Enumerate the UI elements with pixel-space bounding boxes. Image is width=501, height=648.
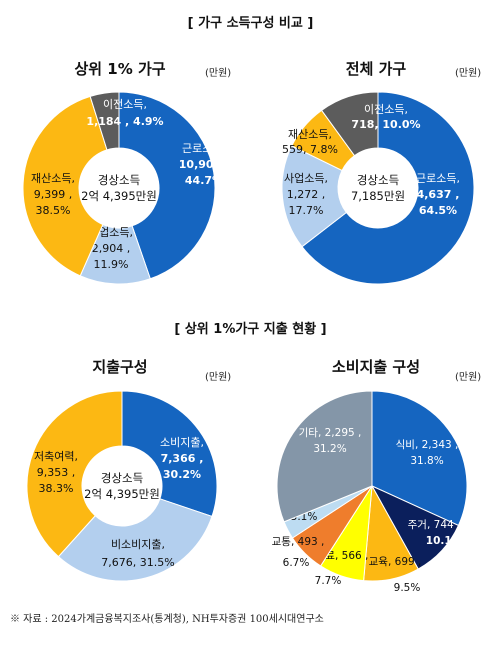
slice-label-3-2-name: 교육, 699 , bbox=[369, 556, 422, 568]
chart-title-top1: 상위 1% 가구 bbox=[74, 60, 166, 78]
slice-label-0-0-pct: 44.7% bbox=[185, 174, 223, 187]
center-label-2-line1: 경상소득 bbox=[101, 471, 143, 485]
pie-slice-1-3 bbox=[320, 91, 379, 157]
slice-label-2-0-value: 7,366 , bbox=[161, 452, 204, 465]
slice-label-3-6-name: 기타, 2,295 , bbox=[299, 427, 362, 439]
slice-label-3-4-name: 교통, 493 , bbox=[272, 536, 325, 548]
section-title-spending: [ 상위 1%가구 지출 현황 ] bbox=[174, 322, 327, 337]
slice-label-3-1-pct: 10.1% bbox=[426, 535, 463, 547]
slice-label-3-1-name: 주거, 744 , bbox=[408, 519, 461, 531]
slice-label-3-4-pct: 6.7% bbox=[283, 557, 310, 569]
unit-label-1: (만원) bbox=[205, 68, 232, 79]
slice-label-1-3-name: 이전소득, bbox=[364, 103, 408, 116]
center-label-1-line2: 7,185만원 bbox=[351, 189, 405, 203]
pie-slice-0-0 bbox=[118, 91, 216, 280]
slice-label-1-0-pct: 64.5% bbox=[419, 204, 457, 217]
slice-label-0-2-name: 재산소득, bbox=[31, 172, 75, 185]
pie-slice-0-3 bbox=[89, 91, 120, 151]
pie-slice-3-0 bbox=[371, 390, 468, 527]
slice-label-3-3-pct: 7.7% bbox=[315, 575, 342, 587]
slice-label-0-0-name: 근로소득, bbox=[182, 142, 226, 155]
chart-title-spending-composition: 지출구성 bbox=[92, 358, 148, 376]
slice-label-1-2-value: 559, 7.8% bbox=[282, 143, 338, 156]
pie-slice-1-1 bbox=[281, 145, 348, 248]
slice-label-2-1-name: 비소비지출, bbox=[111, 538, 165, 551]
slice-label-1-1-value: 1,272 , bbox=[287, 188, 325, 201]
slice-label-2-0-pct: 30.2% bbox=[163, 468, 201, 481]
slice-label-1-0-name: 근로소득, bbox=[416, 172, 460, 185]
section-title-income: [ 가구 소득구성 비교 ] bbox=[187, 16, 314, 31]
slice-label-0-1-value: 2,904 , bbox=[92, 242, 130, 255]
slice-label-0-2-value: 9,399 , bbox=[34, 188, 72, 201]
center-label-1-line1: 경상소득 bbox=[357, 173, 399, 187]
slice-label-1-0-value: 4,637 , bbox=[417, 188, 460, 201]
slice-label-2-2-pct: 38.3% bbox=[39, 482, 74, 495]
slice-label-1-3-value: 718, 10.0% bbox=[351, 118, 420, 131]
pie-slice-2-1 bbox=[57, 498, 213, 582]
center-label-0-line2: 2억 4,395만원 bbox=[81, 189, 157, 203]
chart-title-consumption-composition: 소비지출 구성 bbox=[331, 358, 421, 376]
unit-label-2: (만원) bbox=[455, 68, 482, 79]
slice-label-3-0-name: 식비, 2,343 , bbox=[396, 439, 459, 451]
center-label-2-line2: 2억 4,395만원 bbox=[84, 487, 160, 501]
pie-slice-2-0 bbox=[121, 390, 218, 518]
slice-label-0-3-name: 이전소득, bbox=[103, 98, 147, 111]
slice-label-2-2-name: 저축여력, bbox=[34, 450, 78, 463]
slice-label-2-0-name: 소비지출, bbox=[160, 436, 204, 449]
slice-label-0-3-value: 1,184 , 4.9% bbox=[86, 115, 163, 128]
source-note: ※ 자료 : 2024가계금융복지조사(통계청), NH투자증권 100세시대연… bbox=[10, 614, 324, 625]
slice-label-2-1-value: 7,676, 31.5% bbox=[101, 556, 174, 569]
chart-title-all: 전체 가구 bbox=[345, 60, 407, 78]
slice-label-1-2-name: 재산소득, bbox=[288, 128, 332, 141]
pie-slice-1-0 bbox=[301, 91, 475, 285]
slice-label-0-1-pct: 11.9% bbox=[94, 258, 129, 271]
slice-label-3-6-pct: 31.2% bbox=[313, 443, 346, 455]
pie-slice-0-2 bbox=[22, 95, 108, 277]
pie-slice-2-2 bbox=[26, 390, 123, 558]
slice-label-0-2-pct: 38.5% bbox=[36, 204, 71, 217]
slice-label-3-0-pct: 31.8% bbox=[410, 455, 443, 467]
slice-label-2-2-value: 9,353 , bbox=[37, 466, 75, 479]
slice-label-0-0-value: 10,908 , bbox=[179, 158, 229, 171]
slice-label-1-1-name: 사업소득, bbox=[284, 172, 328, 185]
slice-label-3-2-pct: 9.5% bbox=[394, 582, 421, 594]
unit-label-3: (만원) bbox=[205, 372, 232, 383]
center-label-0-line1: 경상소득 bbox=[98, 173, 140, 187]
slice-label-1-1-pct: 17.7% bbox=[289, 204, 324, 217]
unit-label-4: (만원) bbox=[455, 372, 482, 383]
pie-slice-3-6 bbox=[276, 390, 373, 523]
